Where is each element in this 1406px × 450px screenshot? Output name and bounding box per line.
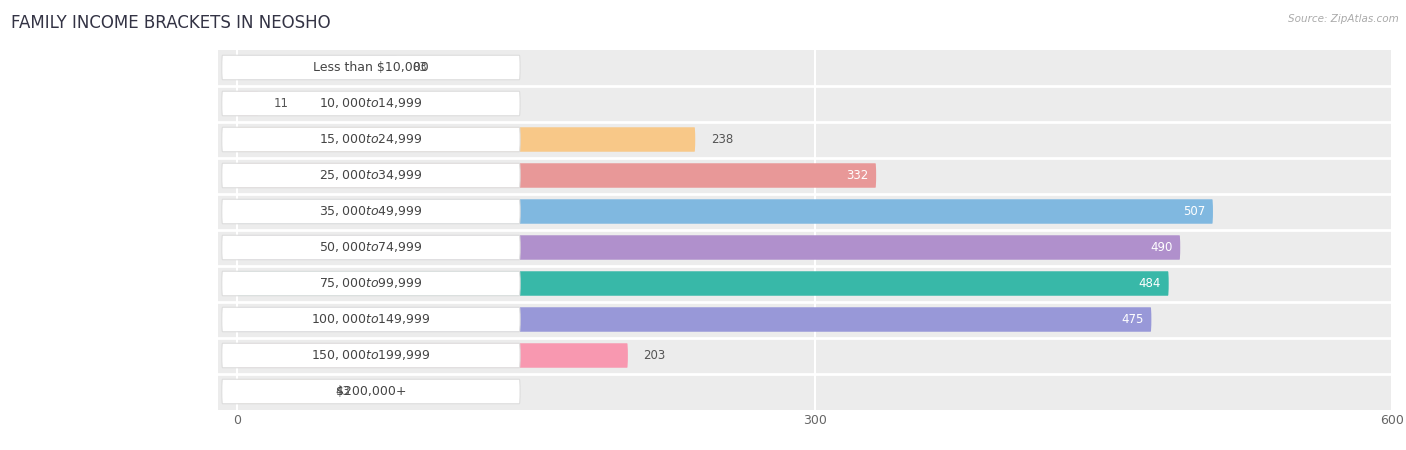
FancyBboxPatch shape <box>238 271 1168 296</box>
Text: 83: 83 <box>412 61 427 74</box>
Text: 11: 11 <box>274 97 288 110</box>
FancyBboxPatch shape <box>238 379 321 404</box>
FancyBboxPatch shape <box>238 307 1152 332</box>
FancyBboxPatch shape <box>222 91 520 116</box>
Text: $200,000+: $200,000+ <box>336 385 406 398</box>
Text: $10,000 to $14,999: $10,000 to $14,999 <box>319 96 423 111</box>
Text: $75,000 to $99,999: $75,000 to $99,999 <box>319 276 423 291</box>
Text: 507: 507 <box>1182 205 1205 218</box>
Bar <box>218 158 1392 194</box>
Bar <box>218 266 1392 302</box>
FancyBboxPatch shape <box>222 307 520 332</box>
Text: Source: ZipAtlas.com: Source: ZipAtlas.com <box>1288 14 1399 23</box>
Text: $25,000 to $34,999: $25,000 to $34,999 <box>319 168 423 183</box>
Text: 43: 43 <box>336 385 350 398</box>
FancyBboxPatch shape <box>222 379 520 404</box>
Bar <box>218 230 1392 266</box>
FancyBboxPatch shape <box>222 163 520 188</box>
Text: $15,000 to $24,999: $15,000 to $24,999 <box>319 132 423 147</box>
FancyBboxPatch shape <box>238 235 1180 260</box>
Text: $100,000 to $149,999: $100,000 to $149,999 <box>311 312 430 327</box>
Bar <box>218 122 1392 158</box>
Bar <box>218 338 1392 374</box>
FancyBboxPatch shape <box>238 127 695 152</box>
Bar <box>218 194 1392 230</box>
FancyBboxPatch shape <box>222 271 520 296</box>
Text: FAMILY INCOME BRACKETS IN NEOSHO: FAMILY INCOME BRACKETS IN NEOSHO <box>11 14 330 32</box>
FancyBboxPatch shape <box>222 199 520 224</box>
FancyBboxPatch shape <box>222 235 520 260</box>
Text: 332: 332 <box>846 169 869 182</box>
FancyBboxPatch shape <box>222 127 520 152</box>
FancyBboxPatch shape <box>238 343 628 368</box>
Text: 490: 490 <box>1150 241 1173 254</box>
Text: 238: 238 <box>710 133 733 146</box>
Text: $50,000 to $74,999: $50,000 to $74,999 <box>319 240 423 255</box>
FancyBboxPatch shape <box>238 163 876 188</box>
FancyBboxPatch shape <box>238 199 1213 224</box>
Bar <box>218 374 1392 410</box>
Text: $150,000 to $199,999: $150,000 to $199,999 <box>311 348 430 363</box>
Bar <box>218 50 1392 86</box>
FancyBboxPatch shape <box>238 91 259 116</box>
Text: 484: 484 <box>1139 277 1161 290</box>
Text: Less than $10,000: Less than $10,000 <box>314 61 429 74</box>
Bar <box>218 302 1392 338</box>
Text: 475: 475 <box>1122 313 1143 326</box>
FancyBboxPatch shape <box>222 343 520 368</box>
Text: 203: 203 <box>644 349 665 362</box>
Bar <box>218 86 1392 122</box>
FancyBboxPatch shape <box>238 55 396 80</box>
Text: $35,000 to $49,999: $35,000 to $49,999 <box>319 204 423 219</box>
FancyBboxPatch shape <box>222 55 520 80</box>
